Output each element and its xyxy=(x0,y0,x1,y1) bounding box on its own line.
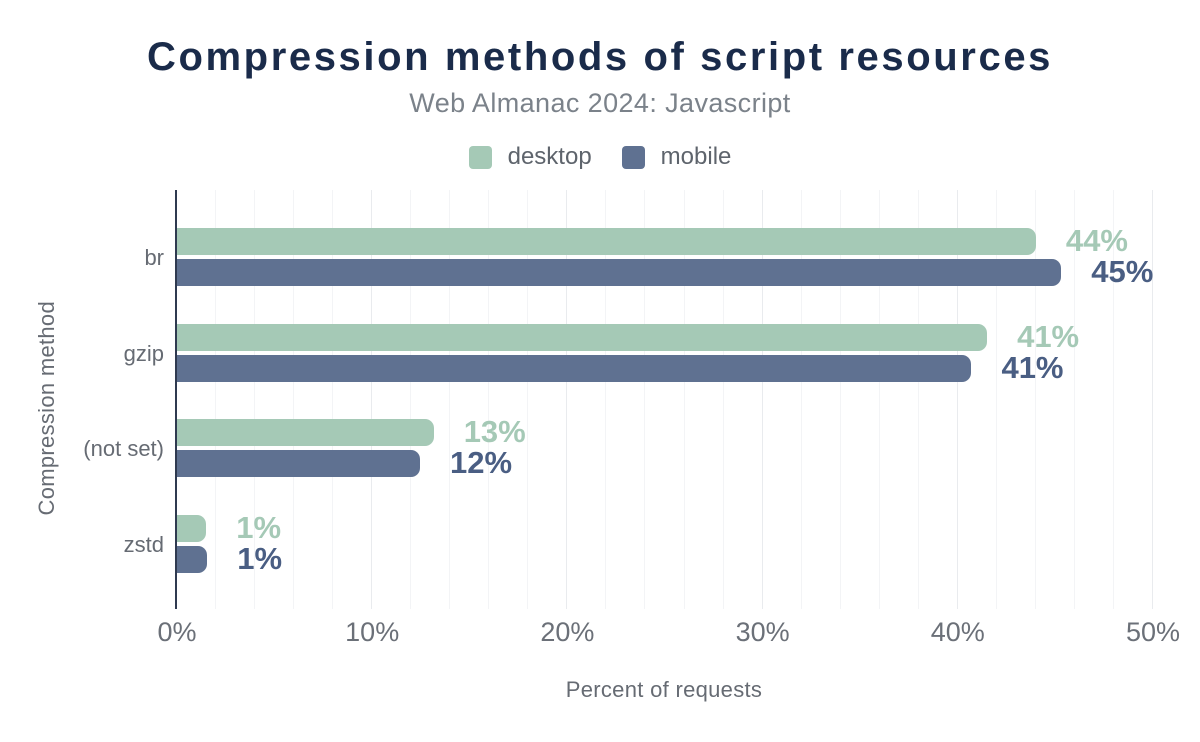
legend-item-mobile: mobile xyxy=(621,143,732,171)
minor-gridline xyxy=(488,190,489,609)
minor-gridline xyxy=(1035,190,1036,609)
legend-item-desktop: desktop xyxy=(468,143,592,171)
x-tick-label: 0% xyxy=(157,617,197,647)
minor-gridline xyxy=(879,190,880,609)
minor-gridline xyxy=(801,190,802,609)
major-gridline xyxy=(371,190,372,609)
chart-title: Compression methods of script resources xyxy=(146,35,1054,79)
bar-desktop-gzip xyxy=(177,323,988,351)
minor-gridline xyxy=(996,190,997,609)
value-label-mobile-zstd: 1% xyxy=(237,541,283,576)
major-gridline xyxy=(1152,190,1153,609)
value-label-desktop-br: 44% xyxy=(1065,223,1128,258)
bar-desktop-br xyxy=(177,228,1036,255)
major-gridline xyxy=(957,190,958,609)
minor-gridline xyxy=(527,190,528,609)
minor-gridline xyxy=(254,190,255,609)
minor-gridline xyxy=(449,190,450,609)
bar-desktop-notset xyxy=(177,419,434,447)
value-label-mobile-br: 45% xyxy=(1091,254,1154,289)
legend: desktop mobile xyxy=(0,143,1200,171)
bar-desktop-zstd xyxy=(177,515,207,542)
x-tick-label: 50% xyxy=(1125,617,1181,647)
x-tick-label: 40% xyxy=(930,617,985,647)
legend-label-mobile: mobile xyxy=(660,143,732,170)
legend-swatch-mobile xyxy=(621,145,645,169)
value-label-mobile-gzip: 41% xyxy=(1001,349,1064,385)
minor-gridline xyxy=(410,190,411,609)
minor-gridline xyxy=(1113,190,1114,609)
x-tick-label: 10% xyxy=(345,617,400,647)
y-axis-line xyxy=(175,190,177,609)
minor-gridline xyxy=(723,190,724,609)
minor-gridline xyxy=(840,190,841,609)
value-label-desktop-gzip: 41% xyxy=(1017,318,1080,354)
minor-gridline xyxy=(684,190,685,609)
category-label-br: br xyxy=(144,245,164,270)
value-label-desktop-notset: 13% xyxy=(463,414,526,450)
bar-mobile-notset xyxy=(177,450,421,478)
bar-mobile-zstd xyxy=(177,546,208,573)
x-axis-title: Percent of requests xyxy=(565,677,763,702)
minor-gridline xyxy=(1074,190,1075,609)
bar-mobile-br xyxy=(177,259,1062,286)
minor-gridline xyxy=(644,190,645,609)
value-label-desktop-zstd: 1% xyxy=(236,510,282,545)
minor-gridline xyxy=(332,190,333,609)
legend-swatch-desktop xyxy=(468,145,492,169)
plot-area: 44% 41% 13% 1% 45% 41% 12% 1% xyxy=(175,190,1154,609)
legend-label-desktop: desktop xyxy=(507,143,592,170)
bar-mobile-gzip xyxy=(177,354,972,382)
value-label-mobile-notset: 12% xyxy=(450,445,513,481)
x-tick-label: 20% xyxy=(540,617,595,647)
category-label-notset: (not set) xyxy=(83,436,164,462)
major-gridline xyxy=(762,190,763,609)
category-label-gzip: gzip xyxy=(123,340,164,366)
chart-subtitle: Web Almanac 2024: Javascript xyxy=(409,88,791,118)
x-tick-label: 30% xyxy=(735,617,790,647)
y-axis-title: Compression method xyxy=(34,301,59,516)
minor-gridline xyxy=(215,190,216,609)
minor-gridline xyxy=(605,190,606,609)
major-gridline xyxy=(566,190,567,609)
minor-gridline xyxy=(918,190,919,609)
category-label-zstd: zstd xyxy=(123,532,164,557)
minor-gridline xyxy=(293,190,294,609)
